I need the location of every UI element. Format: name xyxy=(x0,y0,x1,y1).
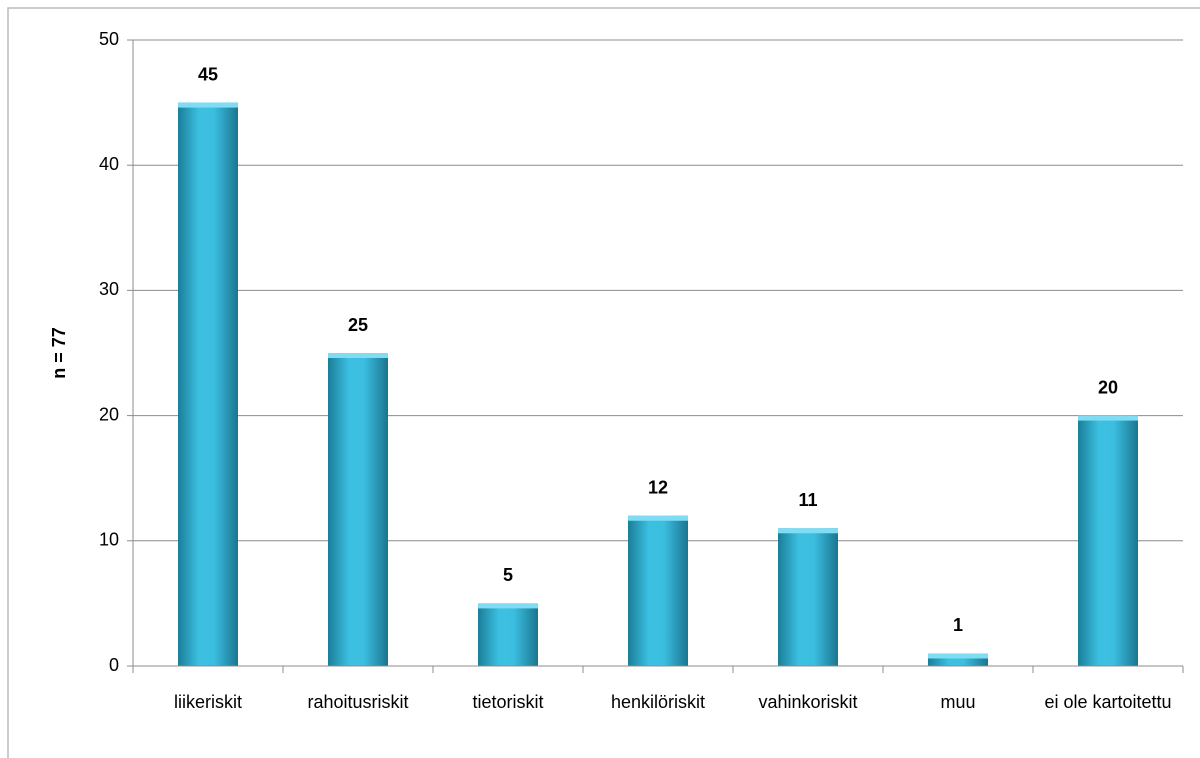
bar xyxy=(628,515,688,666)
x-tick-label: tietoriskit xyxy=(472,692,544,712)
bar xyxy=(478,603,538,666)
y-tick-label: 10 xyxy=(99,530,119,550)
x-tick-label: muu xyxy=(940,692,976,712)
y-tick-label: 0 xyxy=(109,655,119,675)
data-label: 12 xyxy=(648,478,668,498)
bar xyxy=(328,353,388,666)
data-label: 11 xyxy=(798,490,817,510)
data-label: 5 xyxy=(503,565,513,585)
bar-cap xyxy=(778,528,838,534)
bar xyxy=(1078,415,1138,666)
bar-cap xyxy=(478,603,538,609)
bar-cap xyxy=(328,353,388,358)
bar-cap xyxy=(928,653,988,659)
bar xyxy=(178,102,238,667)
data-label: 20 xyxy=(1098,377,1118,397)
data-label: 45 xyxy=(198,64,218,84)
x-tick-label: rahoitusriskit xyxy=(307,692,409,712)
y-axis-label: n = 77 xyxy=(49,327,69,379)
data-label: 25 xyxy=(348,315,368,335)
bar-cap xyxy=(178,102,238,108)
x-tick-label: ei ole kartoitettu xyxy=(1044,692,1172,712)
bar-cap xyxy=(1078,415,1138,421)
bar-cap xyxy=(628,515,688,521)
data-label: 1 xyxy=(953,615,963,635)
y-tick-label: 40 xyxy=(99,154,119,174)
x-tick-label: henkilöriskit xyxy=(610,692,706,712)
frame xyxy=(7,7,1200,758)
x-tick-label: liikeriskit xyxy=(173,692,242,712)
y-tick-label: 50 xyxy=(99,29,119,49)
x-tick-label: vahinkoriskit xyxy=(758,692,858,712)
y-tick-label: 20 xyxy=(99,404,119,424)
bar xyxy=(778,528,838,666)
y-tick-label: 30 xyxy=(99,279,119,299)
